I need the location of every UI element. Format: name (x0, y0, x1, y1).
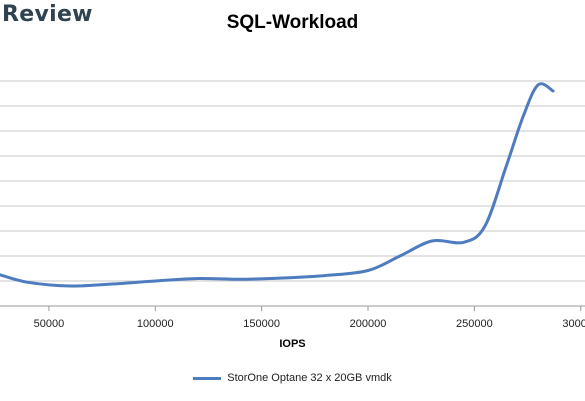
x-tick-label: 50000 (34, 318, 65, 330)
x-tick-label: 250000 (456, 318, 493, 330)
x-tick-labels: 50000 100000 150000 200000 250000 300000 (34, 306, 585, 330)
x-tick-label: 150000 (243, 318, 280, 330)
x-tick-label: 300000 (562, 318, 585, 330)
legend-label: StorOne Optane 32 x 20GB vmdk (227, 372, 392, 384)
x-tick-label: 100000 (137, 318, 174, 330)
x-axis-label: IOPS (279, 338, 306, 350)
x-tick-label: 200000 (350, 318, 387, 330)
series-layer (0, 82, 555, 288)
legend: StorOne Optane 32 x 20GB vmdk (0, 372, 585, 384)
brand-logo: Review (2, 2, 93, 27)
chart-title: SQL-Workload (226, 12, 359, 33)
legend-swatch (193, 376, 222, 380)
gridlines (0, 80, 585, 282)
series-line (0, 82, 555, 288)
